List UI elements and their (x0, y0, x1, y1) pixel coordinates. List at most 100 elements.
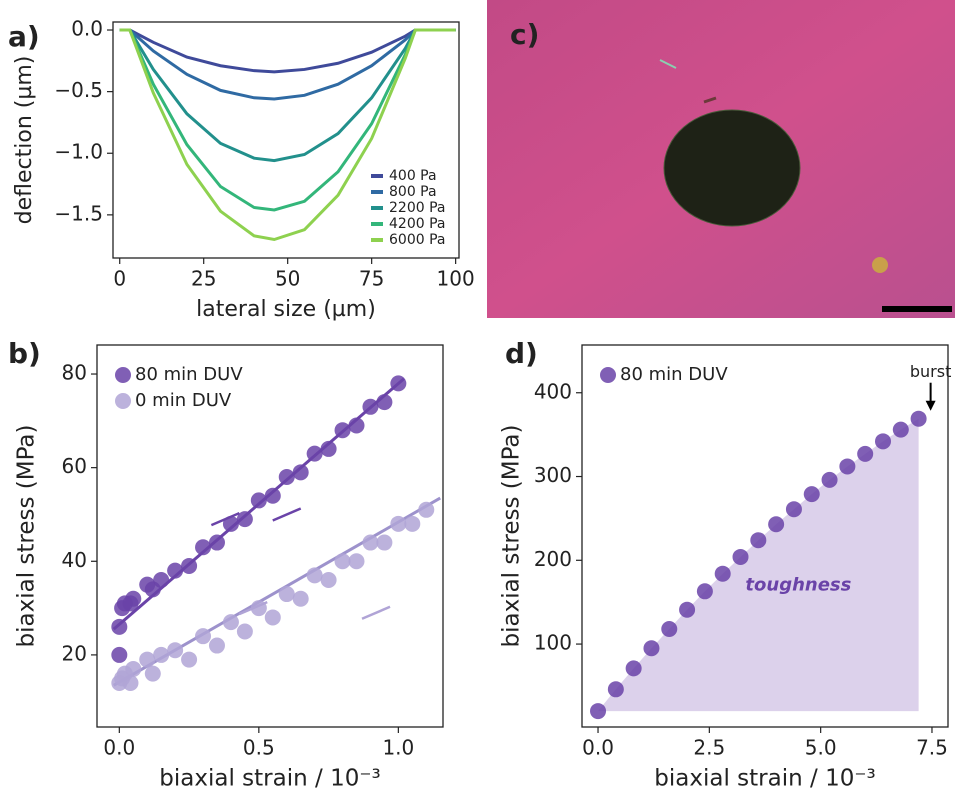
y-tick-label: −1.5 (54, 201, 103, 225)
point (821, 471, 838, 488)
point (390, 515, 407, 532)
x-tick-label: 0.0 (582, 736, 614, 760)
point (404, 515, 421, 532)
point (362, 398, 379, 415)
y-tick-label: 80 (62, 361, 87, 385)
x-tick-label: 0.5 (243, 736, 275, 760)
debris (872, 257, 888, 273)
panel: d) 100 200 300 400 0.0 2.5 5.0 7.5 biaxial strain… (499, 337, 952, 792)
y-tick-label: −1.0 (54, 140, 103, 164)
y-tick-label: 100 (534, 631, 572, 655)
series-line (119, 28, 456, 242)
hole (663, 109, 801, 227)
point (803, 486, 820, 503)
point (292, 464, 309, 481)
panel-label: b) (8, 337, 41, 370)
legend-swatch (600, 367, 616, 383)
point (195, 539, 212, 556)
direction-arrow (272, 507, 302, 522)
y-tick-label: −0.5 (54, 78, 103, 102)
point (181, 557, 198, 574)
point (181, 651, 198, 668)
point (768, 516, 785, 533)
x-tick-label: 75 (359, 267, 384, 291)
direction-arrow (210, 511, 240, 527)
point (144, 665, 161, 682)
legend-label: 2200 Pa (389, 200, 445, 216)
x-axis-title: biaxial strain / 10⁻³ (654, 766, 875, 792)
legend-label: 0 min DUV (135, 390, 232, 411)
direction-arrow (238, 600, 268, 616)
area (598, 418, 919, 712)
x-tick-label: 50 (275, 267, 300, 291)
y-tick-label: 200 (534, 547, 572, 571)
point (236, 511, 253, 528)
plot-frame (112, 21, 460, 259)
x-tick-label: 1.0 (382, 736, 414, 760)
point (839, 458, 856, 475)
point (661, 620, 678, 637)
x-tick-label: 0.0 (103, 736, 135, 760)
y-tick-label: 400 (534, 379, 572, 403)
annotation: burst (910, 362, 951, 381)
series-line (119, 28, 456, 101)
x-tick-label: 5.0 (805, 736, 837, 760)
point (306, 567, 323, 584)
legend-label: 80 min DUV (135, 364, 243, 385)
point (264, 609, 281, 626)
y-axis-title: biaxial stress (MPa) (499, 425, 525, 648)
point (376, 534, 393, 551)
point (111, 618, 128, 635)
x-tick-label: 7.5 (916, 736, 948, 760)
point (122, 674, 139, 691)
panel-label: c) (510, 18, 539, 51)
legend-label: 80 min DUV (620, 364, 728, 385)
point (732, 548, 749, 565)
x-tick-label: 25 (191, 267, 216, 291)
annotation: toughness (745, 574, 851, 595)
point (857, 445, 874, 462)
point (910, 410, 927, 427)
point (334, 553, 351, 570)
point (306, 445, 323, 462)
legend-label: 4200 Pa (389, 216, 445, 232)
y-axis-title: biaxial stress (MPa) (14, 425, 40, 648)
point (111, 646, 128, 663)
point (348, 417, 365, 434)
point (139, 651, 156, 668)
y-tick-label: 20 (62, 641, 87, 665)
x-tick-label: 2.5 (693, 736, 725, 760)
plot-frame (96, 344, 444, 728)
point (892, 421, 909, 438)
point (714, 565, 731, 582)
point (153, 646, 170, 663)
point (785, 501, 802, 518)
point (696, 583, 713, 600)
point (625, 660, 642, 677)
point (125, 660, 142, 677)
point (607, 681, 624, 698)
point (362, 534, 379, 551)
point (390, 375, 407, 392)
legend-swatch (115, 393, 131, 409)
y-tick-label: 40 (62, 548, 87, 572)
annotation-arrowhead (925, 400, 936, 411)
point (348, 553, 365, 570)
point (236, 623, 253, 640)
legend-label: 6000 Pa (389, 232, 445, 248)
x-axis-title: biaxial strain / 10⁻³ (159, 766, 380, 792)
point (195, 628, 212, 645)
legend-swatch (115, 367, 131, 383)
point (334, 422, 351, 439)
point (874, 433, 891, 450)
point (122, 595, 139, 612)
point (418, 501, 435, 518)
debris (703, 96, 717, 104)
panel-label: d) (505, 337, 538, 370)
point (320, 440, 337, 457)
x-tick-label: 0 (113, 267, 126, 291)
series-line (119, 28, 456, 163)
point (222, 614, 239, 631)
point (278, 586, 295, 603)
